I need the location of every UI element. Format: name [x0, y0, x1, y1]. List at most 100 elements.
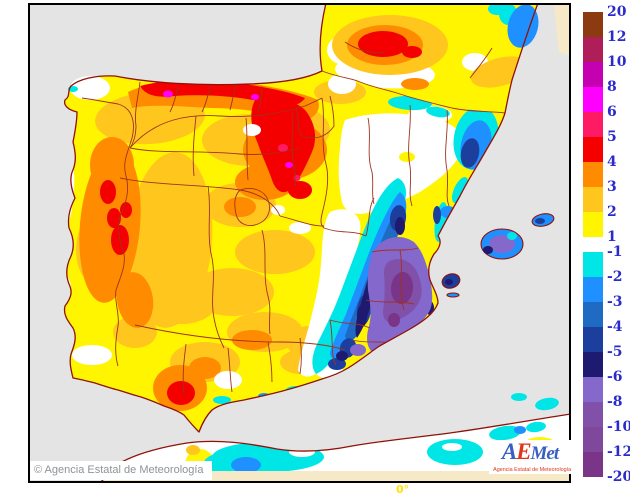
map-shape	[442, 443, 462, 451]
map-shape	[298, 209, 361, 377]
colorbar-tick-label: 3	[607, 179, 617, 195]
map-shape	[129, 147, 301, 155]
colorbar-segment	[583, 327, 603, 352]
map-shape	[229, 83, 237, 111]
map-shape	[213, 396, 231, 404]
map-shape	[163, 90, 173, 98]
map-shape	[182, 343, 187, 395]
colorbar-segment	[583, 187, 603, 212]
map-shape	[371, 247, 419, 253]
map-shape	[288, 181, 312, 199]
map-shape	[224, 197, 256, 217]
map-shape	[279, 215, 325, 227]
logo-letters-met: Met	[530, 443, 560, 464]
map-shape	[350, 344, 366, 356]
map-shape	[235, 230, 315, 274]
map-shape	[100, 180, 116, 204]
colorbar-segment	[583, 62, 603, 87]
sea-anomaly-patch	[511, 393, 527, 401]
colorbar-segment	[583, 352, 603, 377]
colorbar-segment	[583, 37, 603, 62]
map-shape	[129, 81, 141, 149]
logo-letter-e: E	[516, 440, 531, 464]
map-shape	[336, 351, 348, 361]
map-shape	[388, 313, 400, 327]
france-landmass	[320, 3, 538, 113]
map-shape	[167, 381, 195, 405]
map-shape	[267, 341, 273, 383]
colorbar-tick-label: -3	[607, 294, 623, 310]
map-shape	[328, 358, 346, 370]
map-shape	[402, 46, 422, 58]
map-shape	[320, 97, 329, 229]
colorbar-tick-label: 2	[607, 204, 617, 220]
map-shape	[186, 445, 200, 455]
colorbar-tick-label: -4	[607, 319, 623, 335]
map-shape	[232, 330, 272, 350]
colorbar-segment	[583, 87, 603, 112]
map-shape	[489, 235, 515, 253]
map-canvas	[28, 3, 571, 483]
map-shape	[214, 371, 242, 389]
map-shape	[189, 357, 221, 379]
map-shape	[357, 305, 367, 327]
sea-anomaly-patch	[507, 4, 539, 48]
map-frame-border	[28, 3, 571, 483]
map-shape	[399, 249, 405, 311]
meridian-label: 0°	[396, 483, 410, 496]
copyright-text: © Agencia Estatal de Meteorología	[34, 464, 204, 476]
colorbar-segment	[583, 162, 603, 187]
colorbar-segment	[583, 302, 603, 327]
map-shape	[299, 337, 302, 375]
map-shape	[329, 319, 371, 329]
map-shape	[231, 457, 261, 473]
sea-anomaly-patch	[535, 397, 559, 411]
colorbar-tick-label: 8	[607, 79, 617, 95]
map-shape	[399, 152, 415, 162]
map-shape	[285, 162, 293, 168]
colorbar-segment	[583, 402, 603, 427]
colorbar-segment	[583, 452, 603, 477]
map-shape	[433, 206, 441, 224]
map-shape	[119, 177, 281, 217]
map-shape	[426, 106, 450, 118]
aemet-logo-wordmark: AEMet	[489, 440, 571, 467]
colorbar-tick-label: -12	[607, 444, 630, 460]
map-shape	[278, 144, 288, 152]
map-shape	[227, 347, 233, 393]
colorbar-tick-label: -6	[607, 369, 623, 385]
map-shape	[408, 104, 413, 207]
map-shape	[451, 177, 469, 203]
map-shape	[365, 299, 415, 305]
map-shape	[169, 85, 179, 113]
coastal-anomaly-patch	[70, 76, 110, 100]
france-mediterranean-coast	[504, 3, 539, 114]
aemet-logo-subtitle: Agencia Estatal de Meteorología	[493, 467, 571, 473]
map-shape	[329, 319, 337, 366]
colorbar-tick-label: -1	[607, 244, 623, 260]
map-shape	[365, 197, 375, 237]
africa-coastline	[99, 413, 571, 483]
colorbar-segment	[583, 377, 603, 402]
colorbar-tick-label: -2	[607, 269, 623, 285]
map-shape	[192, 115, 197, 177]
map-shape	[116, 272, 154, 328]
france-atlantic-coast	[319, 3, 327, 72]
colorbar-tick-label: 12	[607, 29, 627, 45]
map-shape	[514, 426, 526, 434]
map-shape	[445, 109, 450, 207]
map-shape	[261, 229, 271, 335]
map-shape	[390, 272, 414, 304]
colorbar-tick-label: -20	[607, 469, 630, 485]
map-shape	[295, 95, 335, 139]
balearic-islands	[441, 213, 555, 298]
map-shape	[289, 222, 311, 234]
map-shape	[147, 280, 217, 324]
map-shape	[367, 117, 375, 205]
logo-letter-a: A	[501, 440, 517, 464]
map-shape	[257, 85, 263, 113]
copyright-badge: © Agencia Estatal de Meteorología	[30, 461, 212, 480]
colorbar-segment	[583, 137, 603, 162]
spain-france-border	[321, 70, 506, 114]
